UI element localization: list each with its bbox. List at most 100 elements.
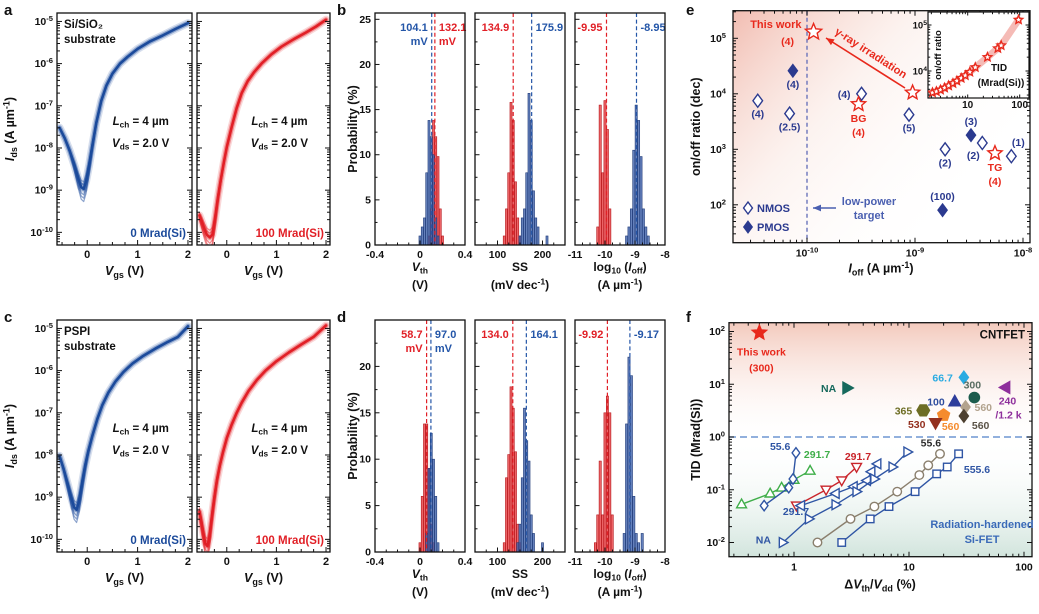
- svg-text:(mV dec-1): (mV dec-1): [491, 583, 549, 599]
- svg-text:20: 20: [359, 59, 371, 71]
- svg-text:15: 15: [359, 407, 371, 419]
- svg-text:-11: -11: [568, 249, 583, 261]
- svg-text:10-6: 10-6: [35, 56, 53, 70]
- svg-text:530: 530: [908, 419, 926, 431]
- svg-text:291.7: 291.7: [783, 506, 809, 518]
- svg-text:10: 10: [359, 454, 371, 466]
- svg-text:(V): (V): [412, 585, 428, 599]
- svg-text:10: 10: [359, 149, 371, 161]
- svg-text:10-1: 10-1: [707, 482, 725, 496]
- svg-text:25: 25: [359, 14, 371, 26]
- svg-text:10-7: 10-7: [35, 98, 53, 112]
- svg-text:100 Mrad(Si): 100 Mrad(Si): [256, 535, 325, 547]
- svg-text:5: 5: [365, 194, 371, 206]
- svg-text:on/off ratio: on/off ratio: [933, 30, 944, 80]
- svg-text:10: 10: [962, 100, 974, 111]
- svg-text:291.7: 291.7: [804, 449, 830, 461]
- svg-text:102: 102: [710, 197, 726, 211]
- svg-text:(Mrad(Si)): (Mrad(Si)): [978, 78, 1025, 89]
- svg-text:103: 103: [710, 142, 726, 156]
- svg-text:105: 105: [710, 31, 726, 45]
- svg-text:1: 1: [791, 562, 797, 574]
- svg-text:0: 0: [365, 547, 371, 559]
- svg-text:mV: mV: [435, 343, 453, 355]
- svg-text:Probability (%): Probability (%): [346, 85, 360, 173]
- svg-text:(300): (300): [749, 363, 774, 375]
- svg-text:0: 0: [417, 249, 423, 261]
- svg-text:-9.17: -9.17: [634, 329, 659, 341]
- svg-text:NA: NA: [821, 383, 837, 395]
- svg-text:Vth: Vth: [412, 260, 428, 276]
- svg-text:mV: mV: [411, 36, 429, 48]
- svg-text:10-5: 10-5: [35, 14, 53, 28]
- svg-text:SS: SS: [512, 567, 528, 581]
- svg-text:0.4: 0.4: [458, 556, 473, 568]
- svg-text:100: 100: [1011, 100, 1028, 111]
- svg-text:Lch = 4 µm: Lch = 4 µm: [113, 423, 169, 437]
- svg-text:100: 100: [489, 556, 507, 568]
- svg-text:10-10: 10-10: [796, 246, 819, 260]
- svg-text:-10: -10: [597, 249, 612, 261]
- svg-text:PMOS: PMOS: [757, 222, 789, 234]
- svg-text:Vds = 2.0 V: Vds = 2.0 V: [112, 445, 170, 459]
- svg-text:104.1: 104.1: [400, 22, 428, 34]
- svg-text:200: 200: [534, 556, 552, 568]
- svg-text:Probability (%): Probability (%): [346, 392, 360, 480]
- svg-text:134.9: 134.9: [482, 22, 510, 34]
- svg-text:Vds = 2.0 V: Vds = 2.0 V: [251, 445, 309, 459]
- svg-text:NA: NA: [756, 535, 772, 547]
- svg-text:Lch = 4 µm: Lch = 4 µm: [251, 116, 307, 130]
- svg-text:0: 0: [84, 249, 90, 261]
- svg-text:Vgs (V): Vgs (V): [244, 571, 283, 587]
- svg-text:ΔVth/Vdd (%): ΔVth/Vdd (%): [844, 578, 916, 594]
- svg-text:substrate: substrate: [64, 34, 116, 46]
- svg-text:(4): (4): [781, 36, 794, 48]
- svg-text:102: 102: [709, 324, 725, 338]
- svg-text:10-9: 10-9: [35, 490, 53, 504]
- svg-text:mV: mV: [439, 36, 457, 48]
- svg-text:2: 2: [323, 249, 329, 261]
- svg-text:TID: TID: [991, 63, 1007, 74]
- svg-text:PSPI: PSPI: [64, 326, 90, 338]
- svg-text:TID (Mrad(Si)): TID (Mrad(Si)): [689, 399, 703, 481]
- svg-text:0: 0: [224, 249, 230, 261]
- svg-text:100 Mrad(Si): 100 Mrad(Si): [256, 228, 325, 240]
- svg-text:10-6: 10-6: [35, 363, 53, 377]
- svg-text:-9: -9: [630, 556, 639, 568]
- svg-text:0.4: 0.4: [458, 249, 473, 261]
- panel-letter-a: a: [4, 2, 13, 19]
- svg-text:10-9: 10-9: [35, 183, 53, 197]
- svg-text:(4): (4): [852, 127, 865, 139]
- svg-text:NMOS: NMOS: [757, 203, 790, 215]
- svg-text:365: 365: [895, 405, 913, 417]
- svg-text:-8: -8: [660, 556, 669, 568]
- svg-text:(4): (4): [751, 109, 764, 121]
- svg-text:10-7: 10-7: [35, 405, 53, 419]
- panel-letter-e: e: [686, 2, 695, 19]
- svg-text:on/off ratio (dec): on/off ratio (dec): [689, 77, 703, 176]
- svg-text:291.7: 291.7: [845, 451, 871, 463]
- svg-text:(2): (2): [967, 150, 980, 162]
- svg-text:560: 560: [972, 420, 990, 432]
- svg-text:(2): (2): [939, 157, 952, 169]
- svg-text:1: 1: [135, 249, 141, 261]
- svg-text:10-8: 10-8: [35, 447, 53, 461]
- svg-text:104: 104: [913, 66, 928, 78]
- svg-text:/1.2 k: /1.2 k: [995, 409, 1021, 421]
- svg-text:(V): (V): [412, 278, 428, 292]
- svg-text:SS: SS: [512, 260, 528, 274]
- svg-text:(3): (3): [965, 116, 978, 128]
- svg-text:10-8: 10-8: [35, 140, 53, 154]
- svg-text:10-10: 10-10: [30, 225, 53, 239]
- svg-text:132.1: 132.1: [439, 22, 467, 34]
- svg-text:Ioff (A µm-1): Ioff (A µm-1): [848, 260, 913, 278]
- svg-text:97.0: 97.0: [435, 329, 456, 341]
- svg-text:58.7: 58.7: [401, 329, 422, 341]
- panel-letter-c: c: [4, 309, 13, 326]
- panel-letter-f: f: [686, 309, 691, 326]
- svg-text:Vgs (V): Vgs (V): [105, 571, 144, 587]
- svg-text:(mV dec-1): (mV dec-1): [491, 276, 549, 292]
- svg-text:101: 101: [709, 377, 725, 391]
- svg-text:300: 300: [964, 380, 982, 392]
- svg-text:10: 10: [903, 562, 915, 574]
